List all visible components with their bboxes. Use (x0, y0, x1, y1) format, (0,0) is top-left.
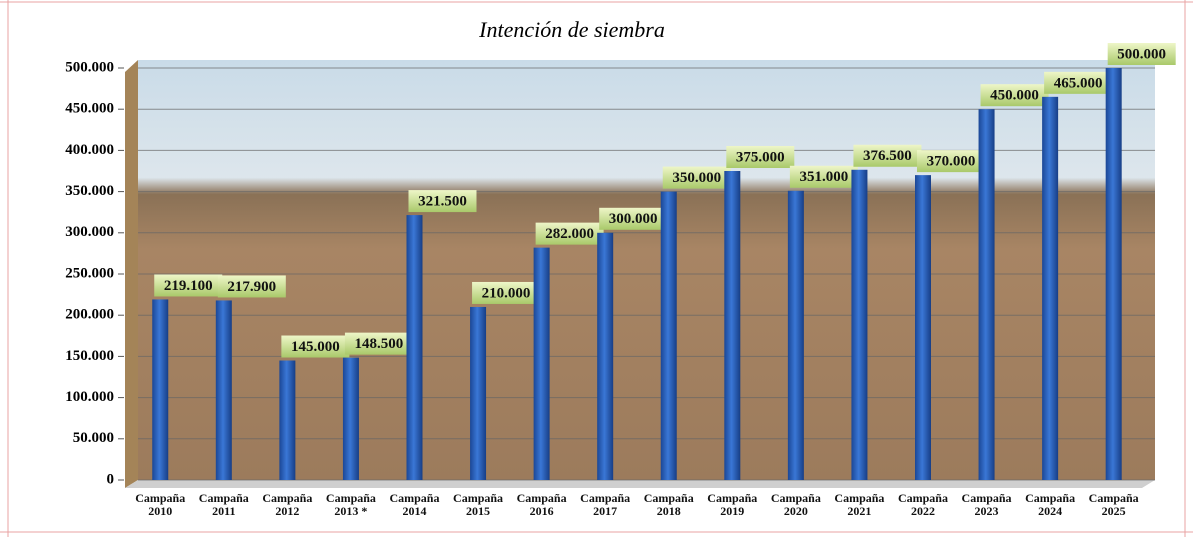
x-tick-label: Campaña 2012 (257, 492, 317, 518)
bar (851, 170, 867, 480)
y-tick-label: 0 (107, 471, 115, 487)
x-tick-label: Campaña 2024 (1020, 492, 1080, 518)
y-tick-label: 450.000 (65, 101, 114, 117)
bar (597, 233, 613, 480)
value-label: 300.000 (609, 211, 658, 227)
value-label: 145.000 (291, 339, 340, 355)
x-tick-label: Campaña 2017 (575, 492, 635, 518)
value-label: 450.000 (990, 88, 1039, 104)
bar (1042, 97, 1058, 480)
y-tick-label: 400.000 (65, 142, 114, 158)
floor (125, 480, 1155, 488)
side-wall (125, 60, 138, 488)
y-tick-label: 300.000 (65, 224, 114, 240)
y-tick-label: 200.000 (65, 307, 114, 323)
value-label: 148.500 (355, 336, 404, 352)
value-label: 370.000 (927, 154, 976, 170)
bar (724, 171, 740, 480)
value-label: 321.500 (418, 194, 467, 210)
x-tick-label: Campaña 2018 (639, 492, 699, 518)
bar (534, 248, 550, 480)
page: Intención de siembra 0 50.000 100.000 150.0… (0, 0, 1193, 537)
bar (661, 192, 677, 480)
x-tick-label: Campaña 2025 (1084, 492, 1144, 518)
bar (788, 191, 804, 480)
chart: Intención de siembra 0 50.000 100.000 150.0… (0, 0, 1193, 537)
value-label: 210.000 (482, 285, 531, 301)
value-label: 282.000 (545, 226, 594, 242)
bar (470, 307, 486, 480)
bar (216, 300, 232, 480)
value-label: 217.900 (227, 279, 276, 295)
bar (979, 109, 995, 480)
x-tick-label: Campaña 2016 (512, 492, 572, 518)
x-tick-label: Campaña 2021 (829, 492, 889, 518)
x-tick-label: Campaña 2010 (130, 492, 190, 518)
bar (915, 175, 931, 480)
value-label: 350.000 (672, 170, 721, 186)
x-tick-label: Campaña 2020 (766, 492, 826, 518)
bar (152, 299, 168, 480)
value-label: 500.000 (1117, 46, 1166, 62)
y-tick-label: 250.000 (65, 265, 114, 281)
x-tick-label: Campaña 2011 (194, 492, 254, 518)
bar (343, 358, 359, 480)
chart-title: Intención de siembra (478, 17, 665, 42)
bar (279, 361, 295, 480)
y-tick-label: 350.000 (65, 183, 114, 199)
value-label: 465.000 (1054, 75, 1103, 91)
y-tick-label: 50.000 (73, 430, 114, 446)
x-tick-label: Campaña 2015 (448, 492, 508, 518)
value-label: 219.100 (164, 278, 213, 294)
x-tick-label: Campaña 2014 (384, 492, 444, 518)
y-tick-label: 500.000 (65, 59, 114, 75)
bar (1106, 68, 1122, 480)
bar (406, 215, 422, 480)
x-tick-label: Campaña 2013 * (321, 492, 381, 518)
x-tick-label: Campaña 2022 (893, 492, 953, 518)
value-label: 376.500 (863, 148, 912, 164)
y-tick-label: 150.000 (65, 348, 114, 364)
value-label: 351.000 (799, 169, 848, 185)
x-tick-label: Campaña 2019 (702, 492, 762, 518)
y-tick-label: 100.000 (65, 389, 114, 405)
x-tick-label: Campaña 2023 (957, 492, 1017, 518)
value-label: 375.000 (736, 149, 785, 165)
